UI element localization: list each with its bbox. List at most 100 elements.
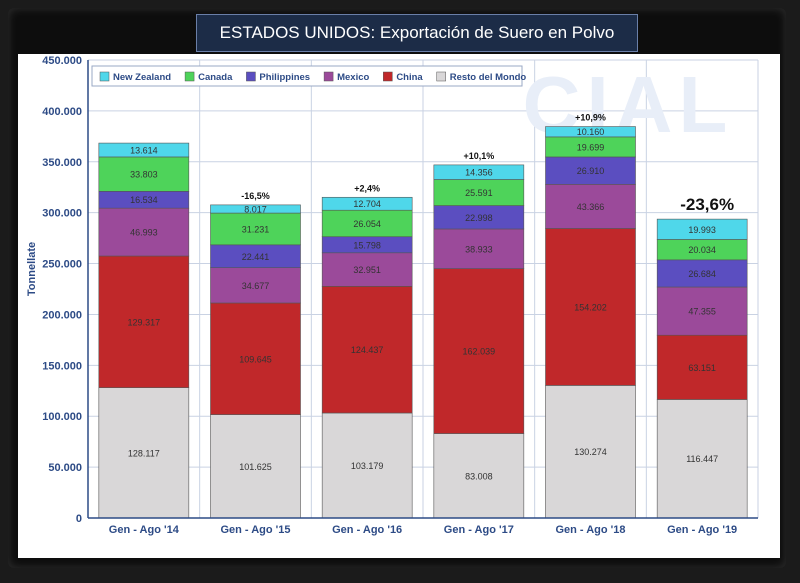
legend-entry: Resto del Mondo — [450, 72, 527, 83]
data-label: 22.441 — [242, 252, 270, 262]
x-tick-label: Gen - Ago '19 — [667, 524, 737, 536]
bar-segment — [210, 267, 301, 304]
data-label: 33.803 — [130, 170, 158, 180]
bar-segment — [98, 387, 190, 519]
stacked-bar-chart: CIAL 128.117129.31746.99316.53433.80313.… — [26, 55, 759, 536]
data-label: 32.951 — [353, 265, 381, 275]
y-tick-label: 100.000 — [42, 411, 82, 423]
data-label: 26.910 — [577, 166, 605, 176]
bar-segment — [545, 156, 636, 185]
data-label: 31.231 — [242, 224, 270, 234]
change-annotation: -16,5% — [241, 191, 270, 201]
data-label: 8.017 — [244, 204, 267, 214]
y-tick-label: 0 — [76, 513, 82, 525]
data-label: 46.993 — [130, 228, 158, 238]
data-label: 34.677 — [242, 281, 270, 291]
data-label: 83.008 — [465, 471, 493, 481]
y-tick-label: 350.000 — [42, 157, 82, 169]
legend-entry: Philippines — [259, 72, 310, 83]
y-tick-label: 200.000 — [42, 309, 82, 321]
y-tick-label: 300.000 — [42, 208, 82, 220]
data-label: 10.160 — [577, 127, 605, 137]
data-label: 103.179 — [351, 461, 384, 471]
axes: 0 50.000 100.000 150.000 200.000 250.000 300.0… — [26, 55, 758, 536]
bar-segment — [545, 126, 636, 138]
bar-segment — [321, 412, 413, 519]
x-tick-label: Gen - Ago '18 — [555, 524, 625, 536]
data-label: 154.202 — [574, 302, 607, 312]
data-label: 162.039 — [463, 347, 496, 357]
legend-entry: Mexico — [337, 72, 369, 83]
y-axis-label: Tonnellate — [26, 242, 38, 296]
data-label: 38.933 — [465, 244, 493, 254]
bar-segment — [98, 207, 190, 257]
bar-segment — [433, 433, 525, 519]
y-tick-label: 450.000 — [42, 55, 82, 67]
bar-segment — [210, 212, 301, 246]
legend-swatch — [99, 71, 110, 82]
bars: 128.117 129.317 46.993 16.534 33.803 13.614 10… — [98, 113, 748, 519]
data-label: 13.614 — [130, 146, 158, 156]
bar-segment — [433, 268, 525, 434]
data-label: 16.534 — [130, 195, 158, 205]
data-label: 128.117 — [128, 448, 160, 458]
data-label: 19.993 — [688, 225, 716, 235]
y-tick-label: 250.000 — [42, 259, 82, 271]
data-label: 12.704 — [353, 199, 381, 209]
bar-segment — [321, 252, 413, 287]
data-label: 25.591 — [465, 188, 493, 198]
data-label: 101.625 — [239, 462, 272, 472]
legend-swatch — [383, 71, 393, 82]
bar-segment — [321, 209, 413, 238]
data-label: 130.274 — [574, 447, 607, 457]
data-label: 129.317 — [128, 317, 161, 327]
legend-swatch — [184, 71, 195, 82]
legend-entry: China — [396, 72, 423, 83]
change-annotation: +10,9% — [575, 113, 606, 123]
bar-segment — [656, 218, 748, 240]
legend-swatch — [436, 71, 446, 82]
data-label: 116.447 — [686, 454, 718, 464]
x-tick-label: Gen - Ago '17 — [444, 524, 514, 536]
bar-segment — [656, 334, 748, 400]
data-label: 109.645 — [239, 354, 272, 364]
bar-segment — [98, 142, 190, 158]
x-tick-label: Gen - Ago '14 — [109, 524, 180, 536]
legend: New Zealand Canada Philippines Mexico China R… — [91, 65, 527, 87]
legend-entry: Canada — [198, 72, 233, 83]
bar-segment — [545, 385, 636, 519]
legend-entry: New Zealand — [113, 72, 171, 83]
data-label: 20.034 — [688, 245, 716, 255]
x-tick-label: Gen - Ago '15 — [220, 524, 290, 536]
x-tick-label: Gen - Ago '16 — [332, 524, 402, 536]
data-label: 15.798 — [353, 240, 381, 250]
data-label: 124.437 — [351, 345, 384, 355]
bar-segment — [433, 164, 525, 180]
data-label: 43.366 — [577, 202, 605, 212]
data-label: 19.699 — [577, 142, 605, 152]
data-label: 47.355 — [688, 307, 716, 317]
data-label: 14.356 — [465, 168, 493, 178]
chart-title: ESTADOS UNIDOS: Exportación de Suero en … — [196, 14, 638, 52]
bar-segment — [321, 196, 413, 211]
change-annotation: -23,6% — [680, 195, 734, 214]
data-label: 26.054 — [353, 219, 381, 229]
y-tick-label: 400.000 — [42, 106, 82, 118]
bar-segment — [321, 286, 413, 414]
bar-segment — [545, 184, 636, 229]
data-label: 22.998 — [465, 213, 493, 223]
change-annotation: +2,4% — [354, 183, 380, 193]
y-tick-label: 50.000 — [48, 462, 82, 474]
bar-segment — [656, 399, 748, 519]
legend-box — [91, 65, 523, 87]
bar-segment — [656, 259, 748, 288]
bar-segment — [210, 302, 301, 415]
y-tick-label: 150.000 — [42, 360, 82, 372]
bar-segment — [210, 414, 301, 519]
bar-segment — [98, 156, 190, 192]
data-label: 26.684 — [688, 269, 716, 279]
bar-segment — [98, 255, 190, 388]
data-label: 63.151 — [688, 363, 716, 373]
legend-swatch — [323, 71, 334, 82]
change-annotation: +10,1% — [463, 151, 494, 161]
